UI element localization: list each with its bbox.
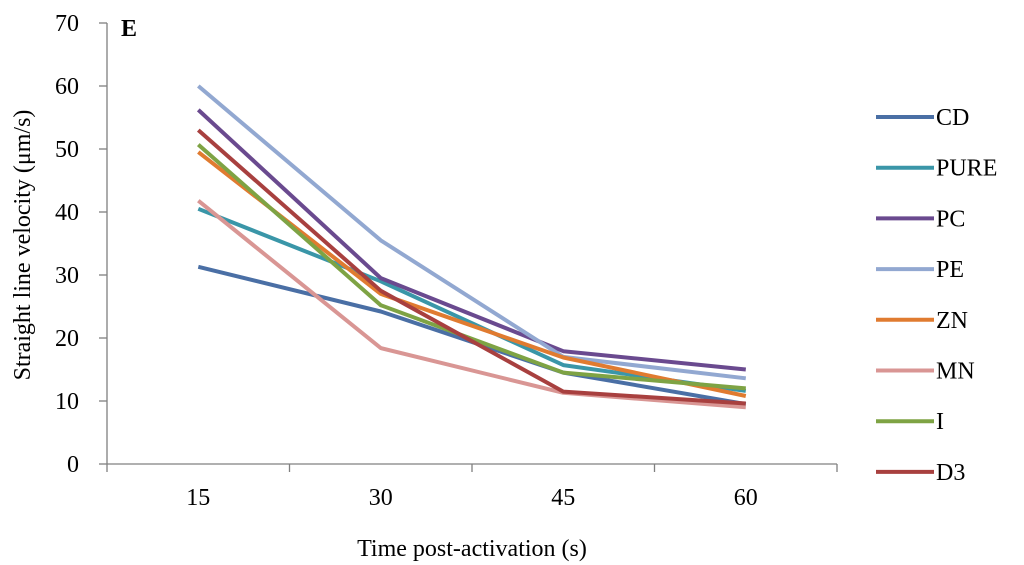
x-tick-label: 30 (369, 485, 393, 511)
x-tick-label: 45 (551, 485, 575, 511)
legend-label: PURE (936, 156, 997, 182)
y-tick-label: 60 (55, 74, 79, 100)
series-line-pe (197, 84, 747, 381)
y-axis: 0 10 20 30 40 50 60 70 (55, 11, 108, 478)
legend: CD PURE PC PE ZN MN I D3 (876, 105, 997, 486)
legend-label: PC (936, 206, 965, 232)
y-tick-label: 30 (55, 263, 79, 289)
y-tick-label: 10 (55, 389, 79, 415)
y-tick-label: 40 (55, 200, 79, 226)
x-axis: 15 30 45 60 (106, 463, 838, 511)
y-axis-title: Straight line velocity (μm/s) (10, 110, 36, 381)
panel-label: E (121, 16, 137, 42)
y-tick-label: 50 (55, 137, 79, 163)
series-line-cd (197, 264, 747, 407)
series-group (196, 84, 747, 410)
legend-label: I (936, 409, 944, 435)
x-axis-title: Time post-activation (s) (357, 536, 587, 562)
x-tick-label: 15 (186, 485, 210, 511)
x-tick-label: 60 (734, 485, 758, 511)
series-line-d3 (196, 128, 746, 406)
legend-label: ZN (936, 308, 968, 334)
series-line-mn (197, 199, 746, 410)
legend-label: MN (936, 359, 975, 385)
y-tick-label: 0 (67, 452, 79, 478)
series-line-i (196, 143, 746, 391)
legend-label: PE (936, 257, 964, 283)
y-tick-label: 70 (55, 11, 79, 37)
legend-label: CD (936, 105, 969, 131)
y-tick-label: 20 (55, 326, 79, 352)
series-line-pc (196, 108, 746, 372)
legend-label: D3 (936, 460, 965, 486)
